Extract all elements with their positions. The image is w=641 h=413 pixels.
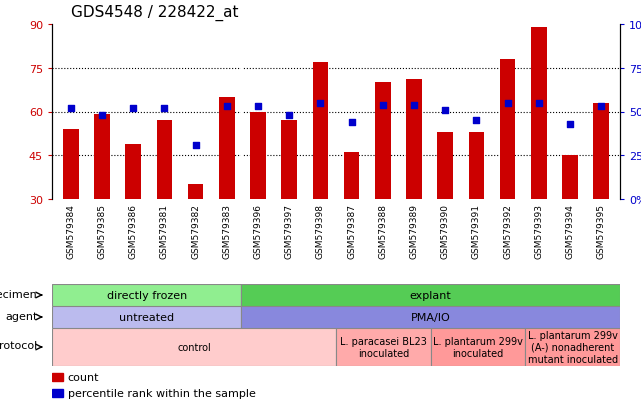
Text: GSM579396: GSM579396 <box>253 204 262 259</box>
Text: GSM579383: GSM579383 <box>222 204 231 259</box>
Bar <box>126 144 141 199</box>
Text: GSM579394: GSM579394 <box>565 204 574 259</box>
Point <box>315 100 326 107</box>
Text: L. paracasei BL23
inoculated: L. paracasei BL23 inoculated <box>340 336 427 358</box>
Text: GSM579384: GSM579384 <box>66 204 75 259</box>
Text: percentile rank within the sample: percentile rank within the sample <box>67 388 256 398</box>
Bar <box>52 284 241 306</box>
Text: GSM579392: GSM579392 <box>503 204 512 259</box>
Point <box>503 100 513 107</box>
Bar <box>406 80 422 199</box>
Text: GSM579388: GSM579388 <box>378 204 387 259</box>
Point <box>534 100 544 107</box>
Text: explant: explant <box>410 290 451 300</box>
Point <box>128 105 138 112</box>
Text: GSM579390: GSM579390 <box>441 204 450 259</box>
Point <box>97 112 107 119</box>
Text: GSM579397: GSM579397 <box>285 204 294 259</box>
Bar <box>431 328 526 366</box>
Text: GSM579386: GSM579386 <box>129 204 138 259</box>
Text: GSM579387: GSM579387 <box>347 204 356 259</box>
Point <box>471 118 481 124</box>
Bar <box>344 153 360 199</box>
Bar <box>156 121 172 199</box>
Point <box>440 107 451 114</box>
Text: control: control <box>177 342 211 352</box>
Text: GSM579398: GSM579398 <box>316 204 325 259</box>
Bar <box>241 284 620 306</box>
Text: GSM579389: GSM579389 <box>410 204 419 259</box>
Text: L. plantarum 299v
(A-) nonadherent
mutant inoculated: L. plantarum 299v (A-) nonadherent mutan… <box>528 330 618 364</box>
Bar <box>336 328 431 366</box>
Text: GSM579395: GSM579395 <box>597 204 606 259</box>
Bar <box>250 112 266 199</box>
Bar <box>241 306 620 328</box>
Text: untreated: untreated <box>119 312 174 322</box>
Bar <box>188 185 203 199</box>
Point <box>565 121 575 128</box>
Point <box>65 105 76 112</box>
Text: agent: agent <box>5 311 37 321</box>
Bar <box>94 115 110 199</box>
Bar <box>52 328 336 366</box>
Bar <box>52 373 63 382</box>
Bar <box>500 60 515 199</box>
Bar <box>531 28 547 199</box>
Bar <box>562 156 578 199</box>
Bar <box>52 389 63 397</box>
Bar <box>313 63 328 199</box>
Text: GDS4548 / 228422_at: GDS4548 / 228422_at <box>71 5 238 21</box>
Point <box>347 119 357 126</box>
Text: GSM579385: GSM579385 <box>97 204 106 259</box>
Text: GSM579381: GSM579381 <box>160 204 169 259</box>
Text: PMA/IO: PMA/IO <box>411 312 451 322</box>
Text: directly frozen: directly frozen <box>106 290 187 300</box>
Point <box>159 105 169 112</box>
Point <box>284 112 294 119</box>
Point <box>378 102 388 109</box>
Point <box>222 104 232 110</box>
Point <box>253 104 263 110</box>
Text: GSM579393: GSM579393 <box>535 204 544 259</box>
Text: protocol: protocol <box>0 340 37 350</box>
Bar <box>281 121 297 199</box>
Text: GSM579382: GSM579382 <box>191 204 200 259</box>
Point <box>596 104 606 110</box>
Text: L. plantarum 299v
inoculated: L. plantarum 299v inoculated <box>433 336 523 358</box>
Point <box>190 142 201 149</box>
Bar <box>219 98 235 199</box>
Text: specimen: specimen <box>0 289 37 299</box>
Bar <box>469 133 484 199</box>
Point <box>409 102 419 109</box>
Bar <box>375 83 390 199</box>
Bar <box>526 328 620 366</box>
Bar <box>63 130 79 199</box>
Bar <box>594 104 609 199</box>
Text: GSM579391: GSM579391 <box>472 204 481 259</box>
Bar <box>52 306 241 328</box>
Bar <box>437 133 453 199</box>
Text: count: count <box>67 372 99 382</box>
